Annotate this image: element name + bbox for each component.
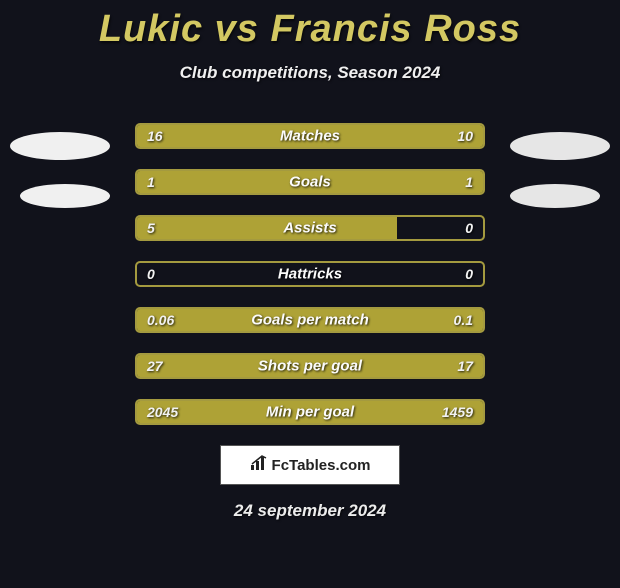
stat-value-right: 0 [465,266,473,282]
stat-row: 27 17 Shots per goal [0,353,620,379]
stat-label: Hattricks [278,266,342,283]
stat-bar: 27 17 Shots per goal [135,353,485,379]
stat-bar: 0.06 0.1 Goals per match [135,307,485,333]
stat-value-left: 16 [147,128,163,144]
logo-text: FcTables.com [272,457,371,474]
date-label: 24 september 2024 [0,501,620,521]
stat-value-left: 0 [147,266,155,282]
stat-value-right: 0 [465,220,473,236]
stat-bar: 2045 1459 Min per goal [135,399,485,425]
stat-value-right: 0.1 [454,312,473,328]
stat-value-left: 1 [147,174,155,190]
stat-value-right: 17 [457,358,473,374]
logo-box: FcTables.com [220,445,400,485]
stat-label: Goals per match [251,312,369,329]
page-title: Lukic vs Francis Ross [0,8,620,51]
stat-value-right: 1459 [442,404,473,420]
stat-value-left: 27 [147,358,163,374]
chart-icon [250,455,268,476]
stat-label: Shots per goal [258,358,362,375]
stat-row: 2045 1459 Min per goal [0,399,620,425]
stat-value-left: 0.06 [147,312,174,328]
stat-row: 5 0 Assists [0,215,620,241]
stat-label: Goals [289,174,331,191]
stat-bar: 16 10 Matches [135,123,485,149]
stat-label: Min per goal [266,404,354,421]
stat-row: 0.06 0.1 Goals per match [0,307,620,333]
stat-row: 16 10 Matches [0,123,620,149]
stat-row: 0 0 Hattricks [0,261,620,287]
stats-bars: 16 10 Matches 1 1 Goals 5 0 Assists 0 0 Hattricks 0.… [0,123,620,425]
stat-value-left: 2045 [147,404,178,420]
bar-left-fill [137,217,397,239]
subtitle: Club competitions, Season 2024 [0,63,620,83]
stat-bar: 1 1 Goals [135,169,485,195]
stat-value-left: 5 [147,220,155,236]
stat-label: Matches [280,128,340,145]
bar-left-fill [137,171,310,193]
stat-bar: 0 0 Hattricks [135,261,485,287]
stat-bar: 5 0 Assists [135,215,485,241]
stat-row: 1 1 Goals [0,169,620,195]
stat-value-right: 1 [465,174,473,190]
bar-right-fill [310,171,483,193]
stat-label: Assists [283,220,336,237]
stat-value-right: 10 [457,128,473,144]
